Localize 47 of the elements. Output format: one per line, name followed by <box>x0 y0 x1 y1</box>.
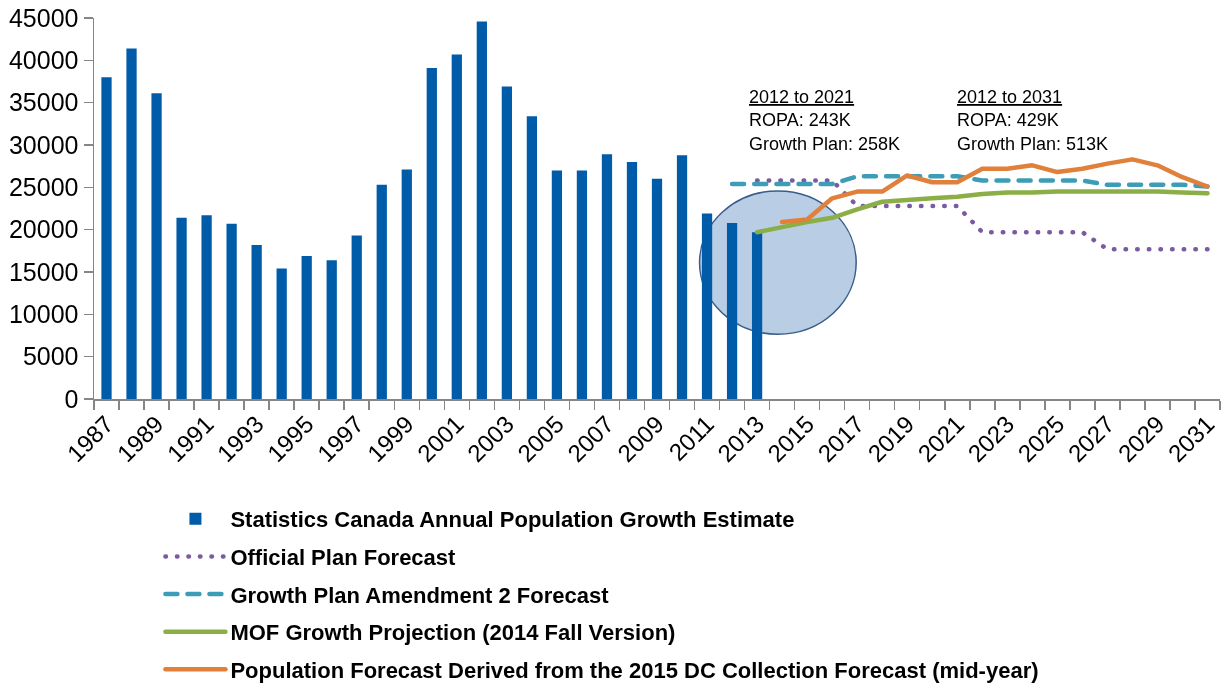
bar <box>726 222 738 399</box>
y-tick-label: 15000 <box>8 257 79 286</box>
bar <box>151 93 162 399</box>
bar <box>376 184 387 399</box>
bar <box>251 244 262 399</box>
bar <box>626 161 638 399</box>
bar <box>526 116 538 399</box>
bar <box>176 217 187 399</box>
annotation: 2012 to 2031 ROPA: 429K Growth Plan: 513K <box>957 87 1109 154</box>
y-tick-label: 35000 <box>8 88 79 117</box>
bar <box>201 215 212 399</box>
y-tick-label: 30000 <box>8 130 79 159</box>
y-tick-label: 0 <box>64 384 79 413</box>
bar <box>476 21 487 399</box>
bar <box>276 268 287 399</box>
bar <box>326 260 337 399</box>
line-series <box>754 178 1210 252</box>
annotation: 2012 to 2021 ROPA: 243K Growth Plan: 258K <box>749 87 901 154</box>
bar <box>651 178 663 399</box>
bar <box>576 170 588 399</box>
bar <box>601 154 613 399</box>
y-tick-label: 5000 <box>22 342 79 371</box>
bar <box>101 77 112 399</box>
y-tick-label: 20000 <box>8 215 79 244</box>
legend-label: Population Forecast Derived from the 2015 DC Collection Forecast (mid-year) <box>230 657 1039 683</box>
legend-label: MOF Growth Projection (2014 Fall Version) <box>230 620 676 646</box>
legend-label: Statistics Canada Annual Population Growth Estimate <box>230 507 795 533</box>
bar <box>551 170 563 399</box>
bar <box>426 67 437 399</box>
y-tick-label: 10000 <box>8 300 79 329</box>
bar <box>226 223 237 399</box>
bar <box>676 155 688 399</box>
line-series <box>779 157 1210 225</box>
bar <box>126 48 137 399</box>
bar <box>401 169 412 399</box>
bar <box>451 54 462 399</box>
bar <box>351 235 362 399</box>
y-tick-label: 25000 <box>8 173 79 202</box>
bar <box>301 255 312 399</box>
line-series <box>754 189 1210 235</box>
bar <box>751 232 763 399</box>
legend-label: Official Plan Forecast <box>230 545 457 571</box>
y-tick-label: 45000 <box>8 3 79 32</box>
bar <box>501 86 512 399</box>
bar <box>701 213 713 399</box>
legend-label: Growth Plan Amendment 2 Forecast <box>230 582 610 608</box>
y-tick-label: 40000 <box>8 46 79 75</box>
